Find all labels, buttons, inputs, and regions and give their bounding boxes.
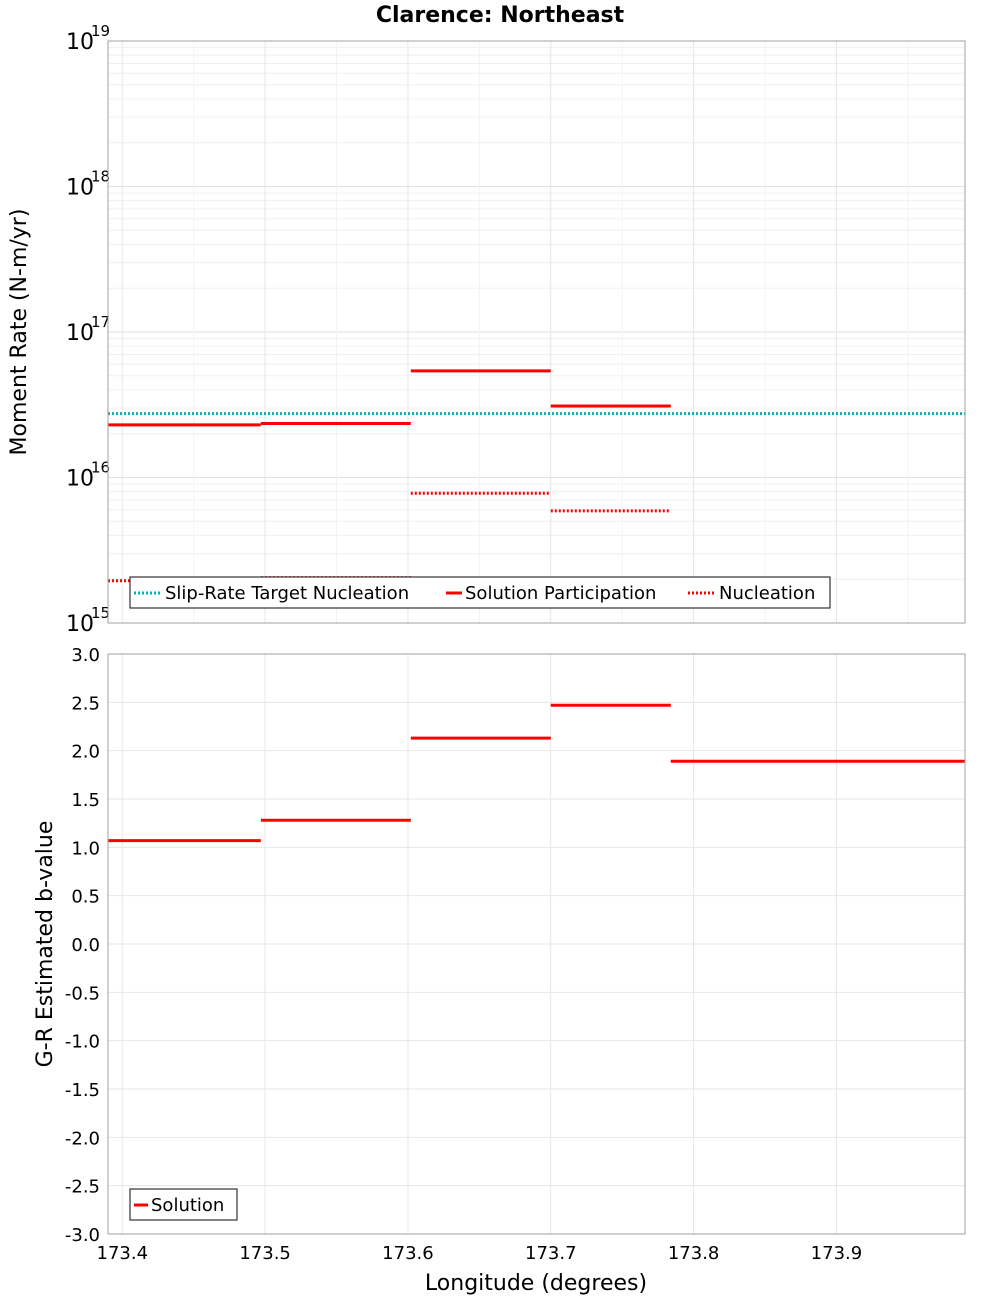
x-tick-label: 173.8 — [668, 1243, 720, 1264]
top-y-tick-exponent: 15 — [91, 604, 110, 622]
x-tick-label: 173.7 — [525, 1243, 577, 1264]
bottom-y-tick-label: 0.5 — [71, 887, 100, 908]
top-y-tick-exponent: 19 — [91, 22, 110, 40]
bottom-y-tick-label: -1.5 — [65, 1080, 100, 1101]
bottom-y-tick-label: 1.0 — [71, 838, 100, 859]
bottom-legend: Solution — [129, 1188, 238, 1221]
top-legend-label: Slip-Rate Target Nucleation — [165, 583, 409, 604]
bottom-plot-border — [107, 653, 966, 1235]
x-tick-label: 173.6 — [382, 1243, 434, 1264]
bottom-y-tick-label: -3.0 — [65, 1225, 100, 1246]
top-y-tick-exponent: 18 — [91, 168, 110, 186]
top-legend: Slip-Rate Target Nucleation Solution Part… — [129, 576, 831, 609]
bottom-y-tick-label: -2.5 — [65, 1177, 100, 1198]
x-tick-label: 173.5 — [239, 1243, 291, 1264]
x-tick-label: 173.4 — [97, 1243, 149, 1264]
chart-title: Clarence: Northeast — [376, 3, 625, 28]
bottom-legend-label: Solution — [151, 1195, 224, 1216]
bottom-y-tick-label: 2.0 — [71, 742, 100, 763]
top-gridlines — [108, 40, 965, 624]
bottom-y-tick-label: -1.0 — [65, 1032, 100, 1053]
bottom-y-tick-label: -0.5 — [65, 983, 100, 1004]
top-y-axis-label: Moment Rate (N-m/yr) — [7, 209, 32, 456]
bottom-y-tick-label: -2.0 — [65, 1128, 100, 1149]
top-y-tick-label: 10 — [66, 467, 94, 492]
top-legend-label: Solution Participation — [465, 583, 656, 604]
x-tick-label: 173.9 — [811, 1243, 863, 1264]
x-axis-label: Longitude (degrees) — [425, 1271, 647, 1296]
top-y-tick-label: 10 — [66, 176, 94, 201]
bottom-series — [108, 703, 965, 843]
bottom-y-tick-label: 1.5 — [71, 790, 100, 811]
top-legend-label: Nucleation — [719, 583, 815, 604]
top-y-tick-label: 10 — [66, 612, 94, 637]
bottom-y-tick-label: 3.0 — [71, 645, 100, 666]
bottom-y-axis-label: G-R Estimated b-value — [33, 821, 58, 1068]
bottom-y-tick-label: 2.5 — [71, 693, 100, 714]
top-y-tick-label: 10 — [66, 321, 94, 346]
top-y-tick-exponent: 16 — [91, 459, 110, 477]
bottom-y-tick-label: 0.0 — [71, 935, 100, 956]
top-plot-border — [107, 40, 966, 624]
top-y-tick-exponent: 17 — [91, 313, 110, 331]
top-y-tick-label: 10 — [66, 30, 94, 55]
top-legend-box — [129, 576, 831, 609]
